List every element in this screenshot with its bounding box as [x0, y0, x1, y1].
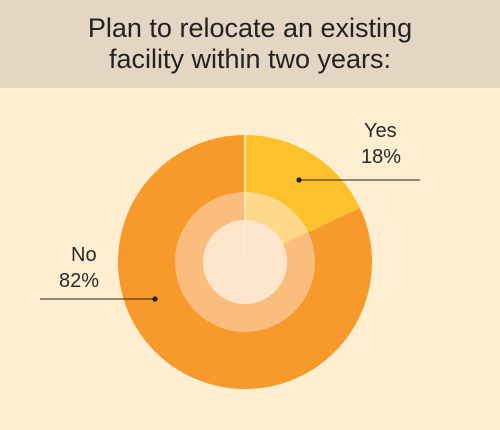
legend-no: No 82% [40, 244, 158, 302]
label-yes-value: 18% [361, 146, 401, 168]
chart-title: Plan to relocate an existing facility wi… [87, 13, 413, 74]
leader-dot-yes [296, 177, 302, 183]
pie-slices [117, 135, 372, 389]
label-no-category: No [71, 244, 97, 266]
leader-dot-no [152, 296, 158, 302]
label-no-value: 82% [59, 270, 99, 292]
title-banner: Plan to relocate an existing facility wi… [0, 0, 500, 88]
legend-yes: Yes 18% [296, 120, 420, 183]
label-yes-category: Yes [364, 120, 397, 142]
